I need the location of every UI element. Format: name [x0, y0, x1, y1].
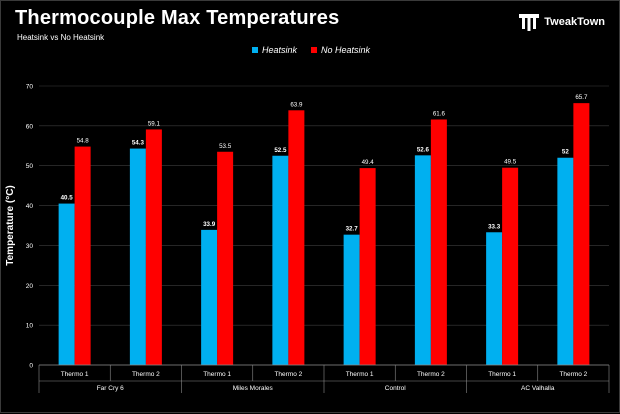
tweaktown-logo-icon	[519, 14, 540, 31]
data-label: 32.7	[346, 226, 359, 233]
y-tick-label: 20	[26, 283, 34, 290]
logo-text: TweakTown	[544, 16, 605, 28]
data-label: 40.5	[61, 195, 74, 202]
bar-no-heatsink	[217, 151, 234, 365]
data-label: 54.8	[77, 138, 90, 145]
data-label: 33.9	[203, 221, 216, 228]
data-label: 61.6	[433, 110, 446, 117]
legend-label-heatsink: Heatsink	[261, 45, 297, 55]
x-category-label: Thermo 1	[346, 371, 374, 378]
bar-heatsink	[201, 229, 218, 365]
y-tick-label: 40	[26, 203, 34, 210]
bar-heatsink	[129, 148, 146, 365]
x-category-label: Thermo 1	[488, 371, 516, 378]
legend-swatch-no-heatsink	[310, 47, 317, 53]
x-category-label: Thermo 2	[274, 371, 302, 378]
bar-no-heatsink	[74, 146, 91, 365]
data-label: 52	[562, 149, 569, 156]
data-label: 52.6	[417, 146, 430, 153]
data-label: 53.5	[219, 143, 232, 150]
chart-subtitle: Heatsink vs No Heatsink	[17, 33, 105, 42]
x-category-label: Thermo 1	[61, 371, 89, 378]
bar-no-heatsink	[359, 168, 376, 365]
bar-no-heatsink	[502, 167, 519, 365]
data-label: 54.3	[132, 140, 145, 147]
bar-heatsink	[272, 155, 289, 365]
y-tick-label: 70	[26, 84, 34, 91]
x-group-label: Miles Morales	[233, 385, 274, 392]
data-label: 63.9	[290, 101, 303, 108]
x-category-label: Thermo 2	[559, 371, 587, 378]
data-label: 49.4	[362, 159, 375, 166]
bar-heatsink	[58, 203, 75, 365]
x-category-label: Thermo 2	[132, 371, 160, 378]
bar-heatsink	[343, 234, 360, 365]
legend-item-heatsink: Heatsink	[251, 45, 297, 55]
x-group-label: Control	[385, 385, 407, 392]
legend-label-no-heatsink: No Heatsink	[320, 45, 371, 55]
x-group-label: AC Valhalla	[521, 385, 555, 392]
bar-heatsink	[414, 155, 431, 365]
x-category-label: Thermo 1	[203, 371, 231, 378]
bar-no-heatsink	[145, 129, 162, 365]
y-tick-label: 50	[26, 163, 34, 170]
chart-title: Thermocouple Max Temperatures	[15, 7, 340, 29]
bar-heatsink	[486, 232, 503, 365]
y-tick-label: 0	[29, 363, 33, 370]
bar-no-heatsink	[430, 119, 447, 365]
data-label: 65.7	[575, 94, 588, 101]
bar-no-heatsink	[573, 103, 590, 365]
y-axis-label: Temperature (°C)	[5, 185, 16, 266]
data-label: 33.3	[488, 223, 501, 230]
legend-swatch-heatsink	[251, 47, 258, 53]
bar-heatsink	[557, 157, 574, 365]
x-group-label: Far Cry 6	[97, 385, 124, 392]
y-tick-label: 10	[26, 323, 34, 330]
tweaktown-logo: TweakTown	[518, 11, 605, 33]
chart-legend: Heatsink No Heatsink	[1, 45, 620, 55]
data-label: 59.1	[148, 120, 161, 127]
data-label: 49.5	[504, 159, 517, 166]
data-label: 52.5	[274, 147, 287, 154]
bar-no-heatsink	[288, 110, 305, 365]
y-tick-label: 60	[26, 123, 34, 130]
legend-item-no-heatsink: No Heatsink	[310, 45, 371, 55]
x-category-label: Thermo 2	[417, 371, 445, 378]
y-tick-label: 30	[26, 243, 34, 250]
